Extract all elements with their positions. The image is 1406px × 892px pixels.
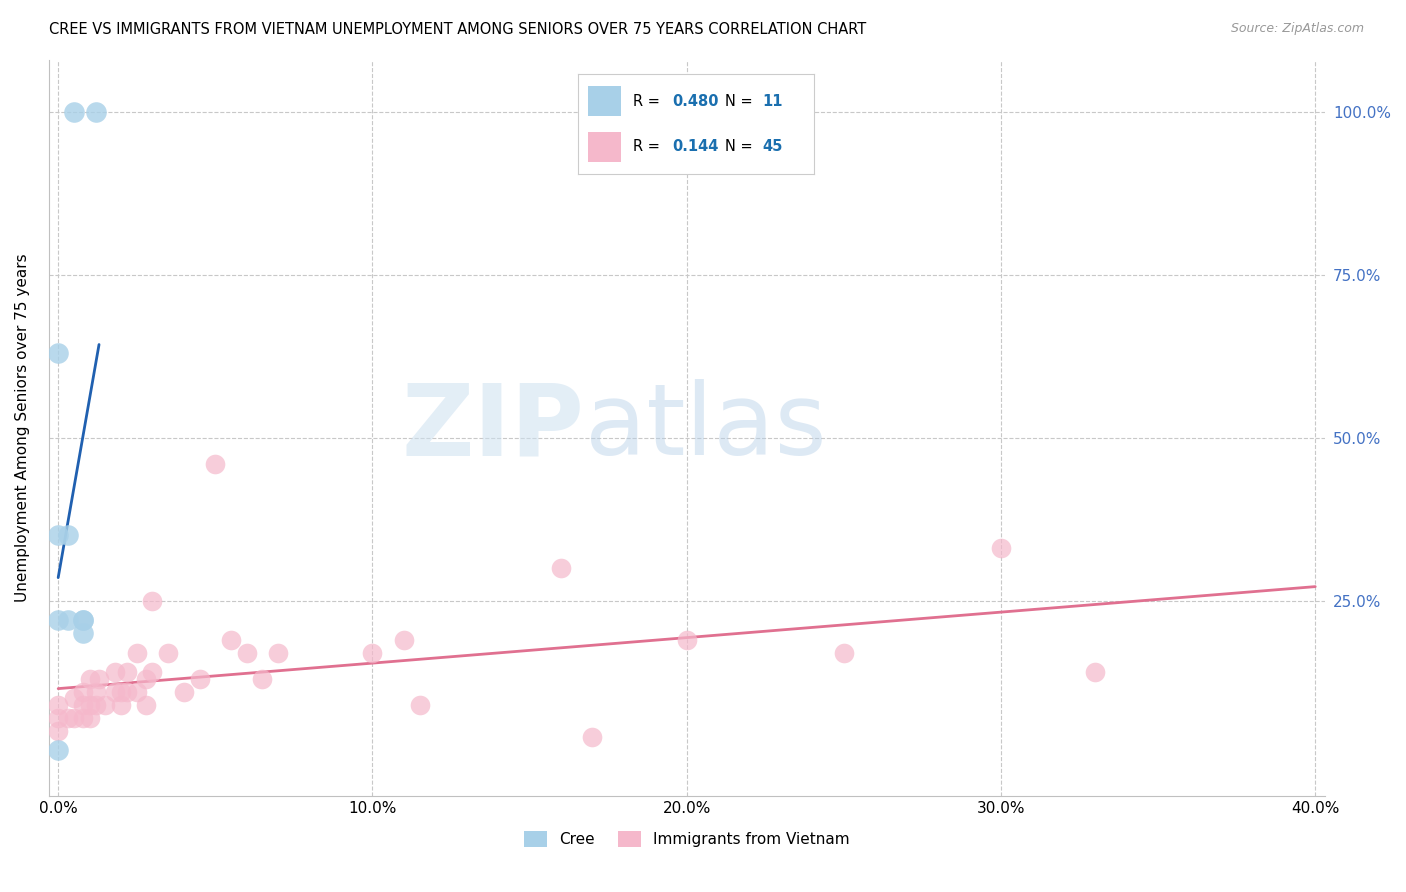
Point xyxy=(675,632,697,647)
Legend: Cree, Immigrants from Vietnam: Cree, Immigrants from Vietnam xyxy=(516,823,858,855)
Point xyxy=(141,665,163,680)
Point xyxy=(72,626,94,640)
Text: atlas: atlas xyxy=(585,379,827,476)
Point xyxy=(832,646,855,660)
Point xyxy=(104,665,127,680)
Text: ZIP: ZIP xyxy=(402,379,585,476)
Point xyxy=(87,672,110,686)
Point xyxy=(46,743,69,757)
Point xyxy=(110,698,132,712)
Point xyxy=(79,711,101,725)
Point xyxy=(79,698,101,712)
Point xyxy=(46,723,69,738)
Y-axis label: Unemployment Among Seniors over 75 years: Unemployment Among Seniors over 75 years xyxy=(15,253,30,602)
Point xyxy=(550,561,572,575)
Point xyxy=(125,685,148,699)
Point xyxy=(63,691,86,706)
Point xyxy=(84,698,107,712)
Point xyxy=(188,672,211,686)
Point xyxy=(72,711,94,725)
Point xyxy=(72,698,94,712)
Point xyxy=(79,672,101,686)
Point xyxy=(219,632,242,647)
Point xyxy=(110,685,132,699)
Point xyxy=(204,457,226,471)
Point xyxy=(117,685,139,699)
Point xyxy=(125,646,148,660)
Point xyxy=(104,685,127,699)
Point xyxy=(84,104,107,119)
Point xyxy=(46,346,69,360)
Point xyxy=(361,646,384,660)
Point xyxy=(84,685,107,699)
Point xyxy=(46,613,69,627)
Point xyxy=(56,613,79,627)
Point xyxy=(94,698,117,712)
Point xyxy=(581,731,603,745)
Point xyxy=(46,711,69,725)
Point xyxy=(56,711,79,725)
Point xyxy=(63,711,86,725)
Point xyxy=(135,672,157,686)
Point xyxy=(408,698,430,712)
Point xyxy=(135,698,157,712)
Text: CREE VS IMMIGRANTS FROM VIETNAM UNEMPLOYMENT AMONG SENIORS OVER 75 YEARS CORRELA: CREE VS IMMIGRANTS FROM VIETNAM UNEMPLOY… xyxy=(49,22,866,37)
Point xyxy=(46,528,69,542)
Point xyxy=(1084,665,1107,680)
Point xyxy=(173,685,195,699)
Point xyxy=(72,613,94,627)
Point xyxy=(141,593,163,607)
Point xyxy=(56,528,79,542)
Point xyxy=(63,104,86,119)
Point xyxy=(267,646,290,660)
Point xyxy=(72,685,94,699)
Point xyxy=(252,672,274,686)
Point xyxy=(72,613,94,627)
Point xyxy=(990,541,1012,556)
Point xyxy=(392,632,415,647)
Point xyxy=(46,698,69,712)
Point xyxy=(157,646,180,660)
Text: Source: ZipAtlas.com: Source: ZipAtlas.com xyxy=(1230,22,1364,36)
Point xyxy=(117,665,139,680)
Point xyxy=(235,646,257,660)
